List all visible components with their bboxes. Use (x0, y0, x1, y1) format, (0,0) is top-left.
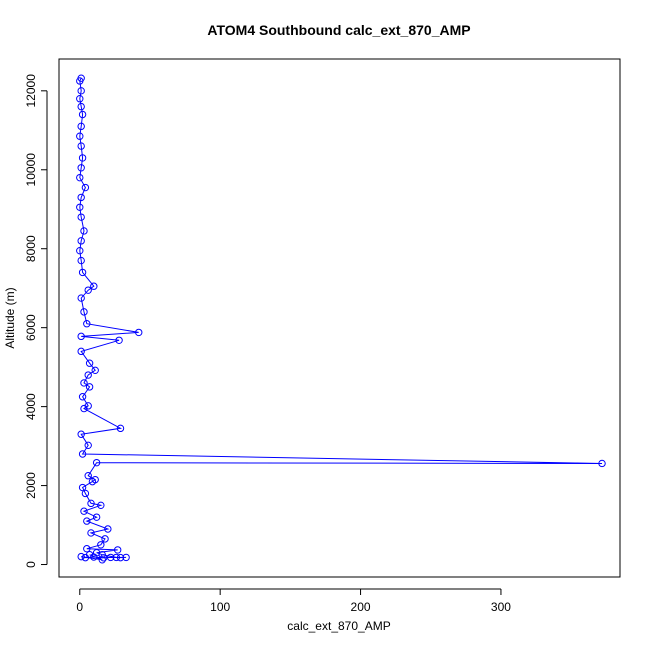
data-point (85, 359, 94, 367)
y-tick-label: 6000 (24, 314, 38, 341)
data-point (92, 513, 101, 521)
data-point (83, 545, 91, 553)
x-tick-label: 200 (351, 600, 371, 614)
data-point (99, 554, 108, 562)
data-point (113, 546, 122, 554)
data-point (91, 366, 99, 375)
data-point (78, 268, 87, 277)
data-point (76, 77, 84, 85)
data-point (76, 203, 84, 211)
data-point (76, 132, 84, 140)
data-point (77, 122, 85, 131)
data-point (84, 371, 92, 379)
x-axis: 0 100 200 300 (76, 588, 511, 614)
y-tick-label: 10000 (24, 153, 38, 187)
data-point (83, 517, 91, 525)
data-point (97, 541, 105, 549)
data-point (77, 237, 85, 245)
x-tick-label: 300 (491, 600, 511, 614)
data-point (84, 472, 92, 480)
data-point (97, 501, 105, 510)
x-tick-label: 0 (76, 600, 83, 614)
data-point (78, 154, 87, 162)
data-point (85, 550, 94, 559)
data-point (77, 87, 85, 95)
data-point (81, 489, 90, 498)
data-point (135, 328, 143, 337)
series-line (79, 77, 603, 561)
data-point (112, 553, 120, 562)
data-point (104, 525, 112, 533)
y-tick-label: 2000 (24, 472, 38, 499)
data-point (88, 477, 97, 486)
data-point (76, 95, 84, 103)
data-point (77, 193, 85, 202)
plot-frame (58, 58, 621, 578)
data-point (77, 164, 85, 172)
y-tick-label: 0 (24, 561, 38, 568)
x-axis-label: calc_ext_870_AMP (287, 619, 390, 633)
data-point (78, 450, 87, 458)
data-point (76, 173, 84, 182)
data-point (122, 553, 130, 562)
data-point (81, 183, 90, 192)
data-point (77, 142, 85, 150)
data-point (115, 336, 123, 345)
y-tick-label: 12000 (24, 74, 38, 108)
data-point (598, 459, 606, 468)
data-point (85, 383, 94, 391)
data-point (78, 393, 87, 401)
data-point (92, 458, 101, 467)
data-point (77, 213, 85, 221)
data-point (84, 286, 92, 294)
data-point (77, 294, 85, 302)
y-tick-label: 8000 (24, 235, 38, 262)
data-point (80, 404, 88, 413)
data-point (80, 227, 88, 235)
data-point (116, 424, 125, 433)
data-point (77, 332, 85, 341)
data-point (83, 320, 91, 328)
data-point (116, 553, 125, 562)
data-point (76, 246, 84, 255)
data-point (90, 553, 98, 561)
series-layer (76, 74, 606, 564)
data-point (78, 110, 87, 119)
data-point (84, 441, 92, 450)
x-tick-label: 100 (210, 600, 230, 614)
data-point (87, 529, 95, 537)
data-point (106, 553, 115, 562)
y-tick-label: 4000 (24, 393, 38, 420)
chart-title: ATOM4 Southbound calc_ext_870_AMP (207, 22, 470, 38)
data-point (77, 430, 85, 438)
data-point (98, 556, 106, 564)
data-point (77, 102, 85, 111)
y-axis-label: Altitude (m) (3, 287, 17, 348)
data-point (90, 282, 98, 290)
data-point (80, 308, 88, 316)
data-point (78, 483, 87, 492)
y-axis: 0 2000 4000 6000 8000 10000 12000 (24, 74, 48, 568)
data-point (77, 552, 85, 561)
data-point (77, 256, 85, 265)
data-point (87, 499, 95, 508)
data-point (77, 347, 85, 356)
data-point (80, 379, 88, 387)
data-point (101, 535, 109, 543)
data-point (80, 507, 88, 515)
